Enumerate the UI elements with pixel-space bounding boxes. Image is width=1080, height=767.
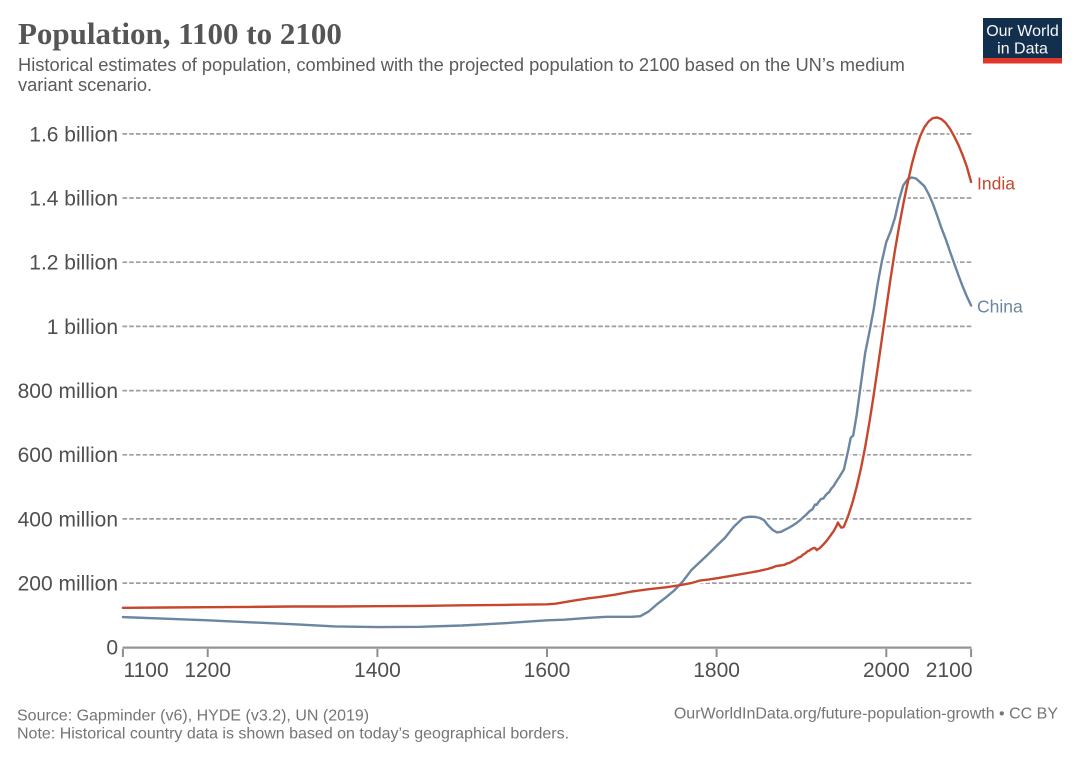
- svg-text:2000: 2000: [863, 659, 910, 682]
- svg-text:0: 0: [106, 637, 118, 660]
- svg-text:Historical estimates of popula: Historical estimates of population, comb…: [18, 54, 905, 75]
- svg-text:1100: 1100: [124, 659, 169, 682]
- svg-text:1600: 1600: [524, 659, 571, 682]
- svg-text:Our World: Our World: [986, 23, 1059, 40]
- svg-text:800 million: 800 million: [18, 380, 118, 403]
- svg-text:1 billion: 1 billion: [47, 316, 118, 339]
- svg-text:OurWorldInData.org/future-popu: OurWorldInData.org/future-population-gro…: [674, 706, 1058, 723]
- svg-text:Population, 1100 to 2100: Population, 1100 to 2100: [18, 16, 342, 51]
- svg-text:200 million: 200 million: [18, 573, 118, 596]
- svg-text:in Data: in Data: [997, 40, 1048, 57]
- svg-text:1400: 1400: [354, 659, 401, 682]
- svg-text:1.2 billion: 1.2 billion: [29, 252, 118, 275]
- svg-text:India: India: [977, 173, 1015, 193]
- svg-text:400 million: 400 million: [18, 508, 118, 531]
- svg-text:1.4 billion: 1.4 billion: [29, 187, 118, 210]
- svg-text:2100: 2100: [926, 659, 973, 682]
- svg-text:variant scenario.: variant scenario.: [18, 74, 152, 95]
- svg-text:Note: Historical country data: Note: Historical country data is shown b…: [17, 726, 569, 743]
- svg-text:1.6 billion: 1.6 billion: [29, 123, 118, 146]
- svg-text:1800: 1800: [693, 659, 740, 682]
- svg-text:600 million: 600 million: [18, 444, 118, 467]
- svg-text:China: China: [977, 296, 1023, 316]
- svg-text:1200: 1200: [184, 659, 231, 682]
- svg-text:Source: Gapminder (v6), HYDE (: Source: Gapminder (v6), HYDE (v3.2), UN …: [17, 708, 369, 725]
